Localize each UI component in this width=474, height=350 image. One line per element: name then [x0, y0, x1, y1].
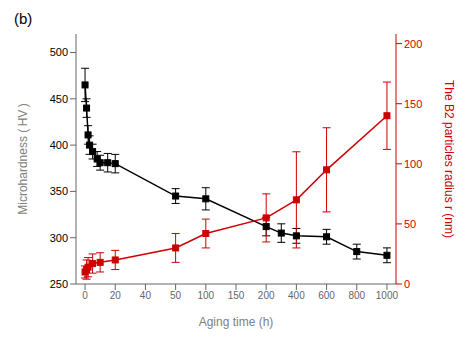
svg-text:150: 150 — [404, 98, 422, 110]
svg-text:1000: 1000 — [376, 290, 399, 301]
svg-text:40: 40 — [140, 290, 152, 301]
svg-text:400: 400 — [50, 139, 68, 151]
svg-text:200: 200 — [258, 290, 275, 301]
svg-text:Microhardness ( HV ): Microhardness ( HV ) — [16, 103, 30, 215]
svg-text:300: 300 — [50, 232, 68, 244]
svg-text:500: 500 — [50, 46, 68, 58]
svg-text:200: 200 — [404, 38, 422, 50]
svg-text:50: 50 — [170, 290, 182, 301]
svg-text:100: 100 — [404, 158, 422, 170]
svg-text:600: 600 — [318, 290, 335, 301]
svg-text:800: 800 — [348, 290, 365, 301]
svg-text:250: 250 — [50, 278, 68, 290]
svg-text:Aging time (h): Aging time (h) — [199, 315, 274, 329]
svg-text:0: 0 — [82, 290, 88, 301]
svg-text:The B2 particles radius r (nm): The B2 particles radius r (nm) — [442, 80, 456, 238]
svg-text:150: 150 — [228, 290, 245, 301]
svg-text:50: 50 — [404, 218, 416, 230]
svg-text:20: 20 — [110, 290, 122, 301]
svg-text:350: 350 — [50, 185, 68, 197]
svg-text:450: 450 — [50, 93, 68, 105]
html-text:(b): (b) — [14, 10, 33, 27]
svg-text:100: 100 — [197, 290, 214, 301]
svg-text:400: 400 — [288, 290, 305, 301]
svg-text:0: 0 — [404, 278, 410, 290]
